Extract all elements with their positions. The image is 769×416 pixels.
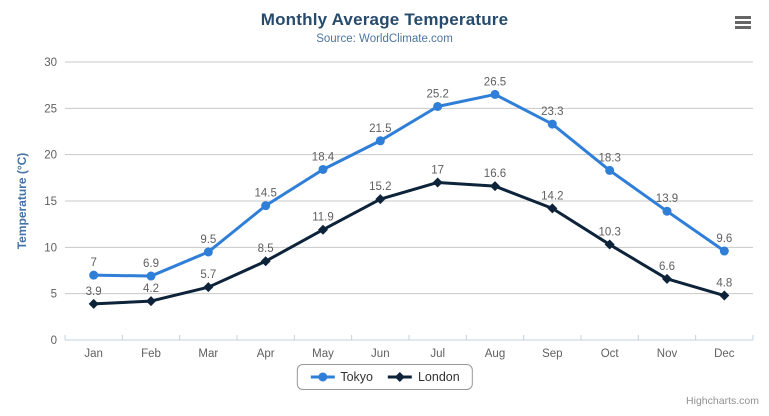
hamburger-bar (735, 20, 751, 24)
y-tick-label: 25 (44, 103, 57, 115)
data-label: 9.6 (716, 233, 732, 245)
highcharts-credits-link[interactable]: Highcharts.com (686, 395, 759, 407)
hamburger-bar (735, 15, 751, 19)
legend-item-london[interactable]: London (387, 370, 460, 384)
data-label: 18.4 (312, 151, 335, 163)
data-label: 4.2 (143, 283, 159, 295)
marker-london-Dec[interactable] (719, 290, 730, 301)
marker-london-Sep[interactable] (547, 203, 558, 214)
data-label: 6.9 (143, 258, 159, 270)
marker-tokyo-Dec[interactable] (719, 246, 729, 256)
marker-tokyo-Jan[interactable] (89, 270, 99, 280)
marker-tokyo-Feb[interactable] (146, 271, 156, 281)
marker-london-Nov[interactable] (662, 273, 672, 284)
y-tick-label: 10 (44, 242, 57, 254)
y-tick-label: 0 (51, 335, 57, 347)
data-label: 23.3 (541, 106, 563, 118)
data-label: 6.6 (659, 261, 675, 273)
tokyo-line-circle-icon (310, 372, 335, 382)
series-line-london (92, 180, 726, 306)
marker-tokyo-Jul[interactable] (433, 101, 443, 111)
y-tick-label: 20 (44, 150, 57, 162)
x-tick-label: Mar (198, 348, 218, 360)
data-label: 14.2 (541, 190, 563, 202)
x-tick-label: Aug (485, 348, 505, 360)
data-label: 26.5 (484, 76, 506, 88)
marker-london-Apr[interactable] (260, 256, 271, 267)
marker-london-Aug[interactable] (490, 181, 500, 192)
marker-london-Mar[interactable] (203, 282, 214, 293)
x-tick-label: Dec (714, 348, 735, 360)
data-label: 15.2 (369, 181, 391, 193)
london-line-diamond-icon (387, 372, 412, 382)
data-label: 16.6 (484, 168, 506, 180)
data-label: 13.9 (656, 193, 678, 205)
marker-london-Oct[interactable] (604, 239, 615, 250)
data-label: 18.3 (598, 152, 620, 164)
marker-tokyo-Aug[interactable] (490, 89, 500, 99)
marker-tokyo-Sep[interactable] (547, 119, 557, 129)
y-tick-label: 30 (44, 57, 57, 69)
series-line-tokyo (92, 92, 726, 278)
legend-label: Tokyo (340, 370, 373, 384)
data-label: 3.9 (86, 286, 102, 298)
x-tick-label: Jul (430, 348, 445, 360)
data-label: 17 (431, 164, 444, 176)
chart-subtitle: Source: WorldClimate.com (316, 33, 453, 45)
y-axis-labels: 0 5 10 15 20 25 30 (44, 57, 57, 347)
data-label: 8.5 (258, 243, 274, 255)
data-label: 11.9 (312, 212, 334, 224)
y-tick-label: 15 (44, 196, 57, 208)
legend-label: London (417, 370, 460, 384)
x-tick-label: Apr (257, 348, 275, 360)
data-label: 4.8 (716, 278, 732, 290)
marker-tokyo-Nov[interactable] (662, 206, 672, 216)
marker-london-Feb[interactable] (146, 296, 156, 307)
series-markers-london (88, 177, 730, 309)
data-label: 25.2 (426, 88, 448, 100)
hamburger-bar (735, 25, 751, 29)
legend-item-tokyo[interactable]: Tokyo (309, 370, 373, 384)
series-data-labels-london: 3.9 4.2 5.7 8.5 11.9 15.2 17 16.6 14.2 10.3 6.6 4.8 (86, 164, 733, 297)
data-label: 14.5 (254, 188, 276, 200)
chart-title: Monthly Average Temperature (260, 10, 509, 29)
x-tick-label: Oct (601, 348, 620, 360)
x-tick-label: Feb (141, 348, 161, 360)
hamburger-menu-icon[interactable] (731, 11, 755, 33)
marker-tokyo-Oct[interactable] (605, 165, 615, 175)
series-data-labels-tokyo: 7 6.9 9.5 14.5 18.4 21.5 25.2 26.5 23.3 18.3 13.9 9… (90, 76, 732, 270)
marker-london-Jan[interactable] (88, 298, 99, 309)
x-tick-label: Jan (84, 348, 103, 360)
x-axis-ticks (64, 335, 754, 340)
x-tick-label: Jun (371, 348, 390, 360)
x-tick-label: May (312, 348, 334, 360)
y-tick-label: 5 (51, 289, 57, 301)
marker-tokyo-Jun[interactable] (375, 136, 385, 146)
x-axis-labels: Jan Feb Mar Apr May Jun Jul Aug Sep Oct Nov Dec (84, 348, 734, 360)
marker-london-Jul[interactable] (432, 177, 443, 188)
data-label: 7 (90, 257, 96, 269)
data-label: 5.7 (200, 269, 216, 281)
marker-london-May[interactable] (318, 224, 328, 235)
marker-tokyo-Apr[interactable] (261, 201, 271, 211)
data-label: 9.5 (200, 234, 216, 246)
data-label: 21.5 (369, 123, 391, 135)
x-tick-label: Nov (657, 348, 678, 360)
data-label: 10.3 (598, 227, 620, 239)
series-markers-tokyo (89, 89, 729, 281)
marker-london-Jun[interactable] (375, 194, 386, 205)
marker-tokyo-May[interactable] (318, 164, 328, 174)
marker-tokyo-Mar[interactable] (203, 247, 213, 257)
x-tick-label: Sep (542, 348, 562, 360)
legend: Tokyo London (296, 364, 473, 390)
